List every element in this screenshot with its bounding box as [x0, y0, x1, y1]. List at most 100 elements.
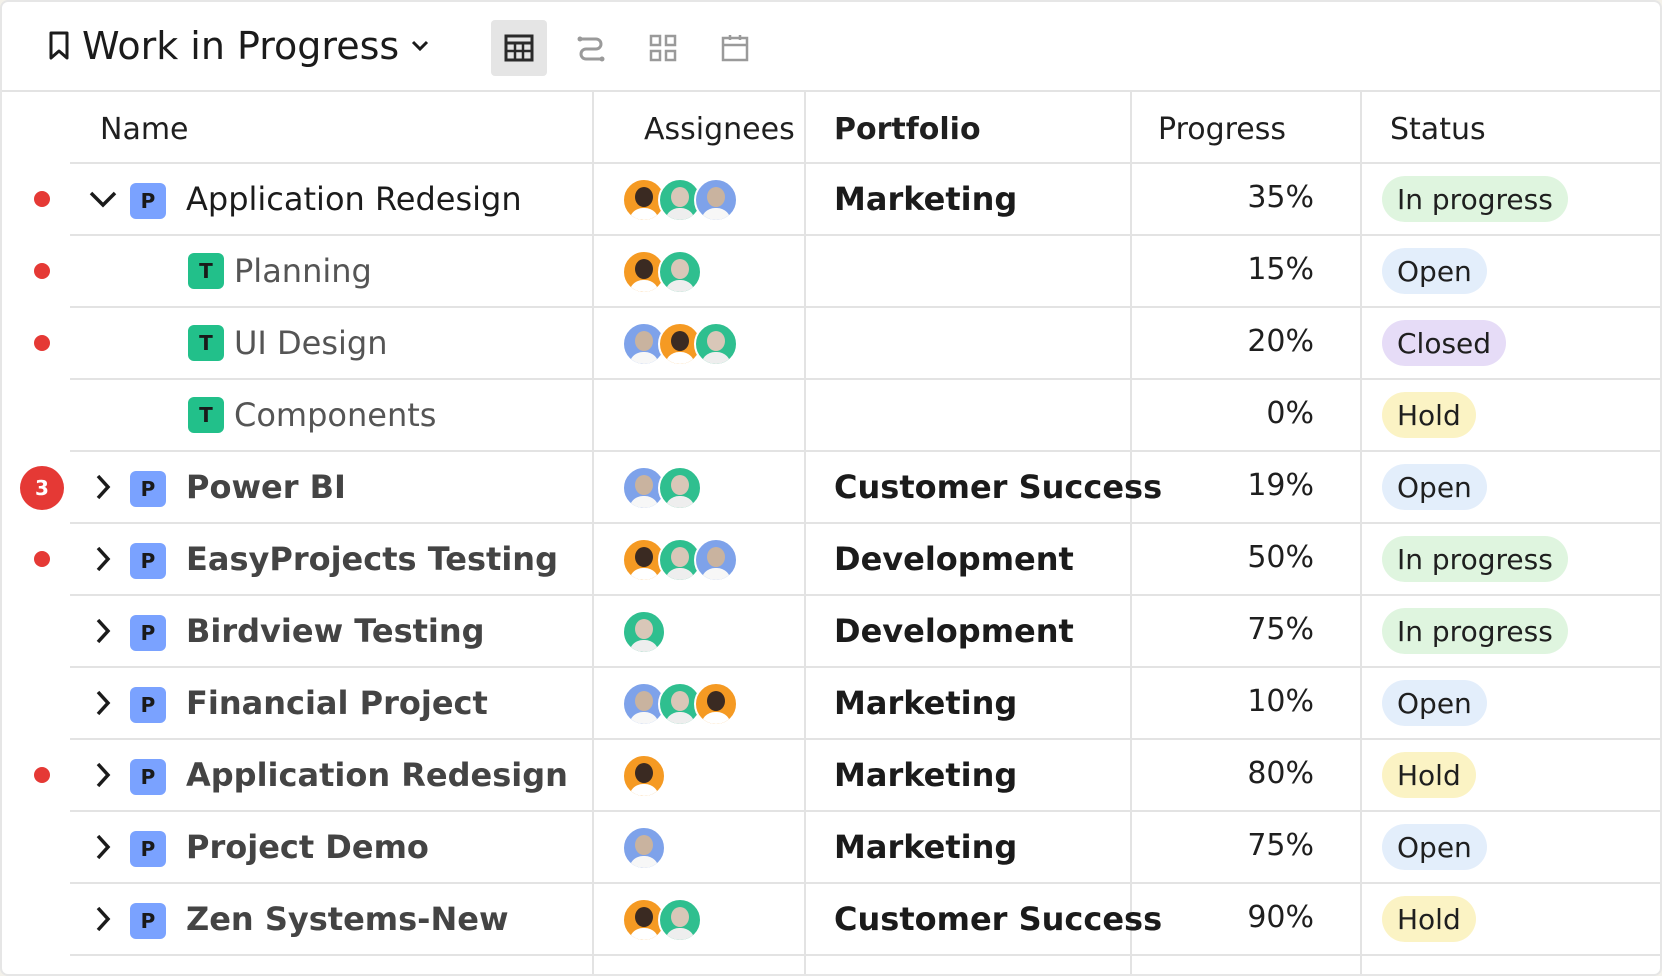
item-name[interactable]: UI Design [234, 324, 388, 362]
item-name[interactable]: Application Redesign [186, 756, 568, 794]
avatar[interactable] [694, 682, 738, 726]
column-header-progress[interactable]: Progress [1158, 112, 1287, 147]
calendar-view-icon [720, 33, 750, 63]
row-divider [70, 522, 1660, 524]
chevron-right-icon[interactable] [88, 472, 118, 502]
calendar-view-button[interactable] [707, 20, 763, 76]
column-divider[interactable] [592, 92, 594, 974]
assignee-avatars [622, 250, 702, 294]
assignee-avatars [622, 466, 702, 510]
item-name[interactable]: Planning [234, 252, 372, 290]
portfolio-name[interactable]: Marketing [834, 684, 1018, 722]
item-name[interactable]: Components [234, 396, 437, 434]
chevron-right-icon[interactable] [88, 616, 118, 646]
table-view-icon [504, 33, 534, 63]
chevron-right-icon[interactable] [88, 832, 118, 862]
header-divider [70, 162, 1660, 164]
portfolio-name[interactable]: Development [834, 612, 1074, 650]
column-header-portfolio[interactable]: Portfolio [834, 112, 981, 147]
item-name[interactable]: Power BI [186, 468, 346, 506]
portfolio-name[interactable]: Customer Success [834, 900, 1163, 938]
notification-dot [34, 335, 50, 351]
avatar[interactable] [694, 322, 738, 366]
item-name[interactable]: Financial Project [186, 684, 488, 722]
row-divider [70, 954, 1660, 956]
gantt-view-button[interactable] [563, 20, 619, 76]
project-type-badge: P [130, 615, 166, 651]
table-row[interactable]: P EasyProjects Testing Development 50% In pr… [2, 524, 1660, 596]
chevron-right-icon[interactable] [88, 904, 118, 934]
portfolio-name[interactable]: Customer Success [834, 468, 1163, 506]
column-header-name[interactable]: Name [100, 112, 189, 147]
avatar[interactable] [694, 538, 738, 582]
portfolio-name[interactable]: Marketing [834, 756, 1018, 794]
project-type-badge: P [130, 759, 166, 795]
item-name[interactable]: Zen Systems-New [186, 900, 509, 938]
status-badge[interactable]: Open [1382, 248, 1487, 294]
item-name[interactable]: Application Redesign [186, 180, 522, 218]
avatar[interactable] [622, 754, 666, 798]
view-title: Work in Progress [82, 24, 400, 68]
chevron-right-icon[interactable] [88, 544, 118, 574]
item-name[interactable]: Project Demo [186, 828, 429, 866]
project-type-badge: P [130, 687, 166, 723]
assignee-avatars [622, 682, 738, 726]
table-row[interactable]: P Financial Project Marketing 10% Open [2, 668, 1660, 740]
avatar[interactable] [694, 178, 738, 222]
portfolio-name[interactable]: Marketing [834, 828, 1018, 866]
item-name[interactable]: EasyProjects Testing [186, 540, 558, 578]
bookmark-icon [48, 31, 70, 61]
status-badge[interactable]: Closed [1382, 320, 1507, 366]
table-row[interactable]: P Zen Systems-New Customer Success 90% Hold [2, 884, 1660, 956]
toolbar: Work in Progress [2, 2, 1660, 92]
table-row[interactable]: T Components 0% Hold [2, 380, 1660, 452]
avatar[interactable] [658, 250, 702, 294]
row-divider [70, 882, 1660, 884]
chevron-right-icon[interactable] [88, 688, 118, 718]
notification-dot [34, 767, 50, 783]
status-badge[interactable]: Hold [1382, 896, 1476, 942]
view-selector[interactable]: Work in Progress [48, 24, 429, 68]
table-row[interactable]: P Project Demo Marketing 75% Open [2, 812, 1660, 884]
assignee-avatars [622, 898, 702, 942]
avatar[interactable] [622, 466, 666, 510]
column-header-assignees[interactable]: Assignees [644, 112, 795, 147]
portfolio-name[interactable]: Development [834, 540, 1074, 578]
portfolio-name[interactable]: Marketing [834, 180, 1018, 218]
avatar[interactable] [622, 610, 666, 654]
table-row[interactable]: P Birdview Testing Development 75% In progre… [2, 596, 1660, 668]
item-name[interactable]: Birdview Testing [186, 612, 485, 650]
notification-dot [34, 191, 50, 207]
status-badge[interactable]: Hold [1382, 752, 1476, 798]
status-badge[interactable]: In progress [1382, 536, 1568, 582]
table-row[interactable]: P Application Redesign Marketing 80% Hold [2, 740, 1660, 812]
status-badge[interactable]: In progress [1382, 608, 1568, 654]
avatar[interactable] [658, 898, 702, 942]
avatar[interactable] [622, 826, 666, 870]
status-badge[interactable]: Hold [1382, 392, 1476, 438]
table-row[interactable]: T UI Design 20% Closed [2, 308, 1660, 380]
gantt-view-icon [576, 33, 606, 63]
row-divider [70, 378, 1660, 380]
board-view-button[interactable] [635, 20, 691, 76]
chevron-right-icon[interactable] [88, 760, 118, 790]
table-row[interactable]: 3 P Power BI Customer Success 19% Open [2, 452, 1660, 524]
table-row[interactable]: T Planning 15% Open [2, 236, 1660, 308]
avatar[interactable] [658, 682, 702, 726]
column-header-status[interactable]: Status [1390, 112, 1486, 147]
progress-value: 0% [1266, 396, 1314, 431]
column-divider[interactable] [804, 92, 806, 974]
assignee-avatars [622, 322, 738, 366]
chevron-down-icon[interactable] [88, 184, 118, 214]
status-badge[interactable]: Open [1382, 824, 1487, 870]
avatar[interactable] [658, 466, 702, 510]
column-divider[interactable] [1130, 92, 1132, 974]
progress-value: 75% [1247, 612, 1314, 647]
status-badge[interactable]: In progress [1382, 176, 1568, 222]
column-divider[interactable] [1360, 92, 1362, 974]
table-row[interactable]: P Application Redesign Marketing 35% In prog… [2, 164, 1660, 236]
table-view-button[interactable] [491, 20, 547, 76]
status-badge[interactable]: Open [1382, 680, 1487, 726]
avatar[interactable] [622, 538, 666, 582]
status-badge[interactable]: Open [1382, 464, 1487, 510]
